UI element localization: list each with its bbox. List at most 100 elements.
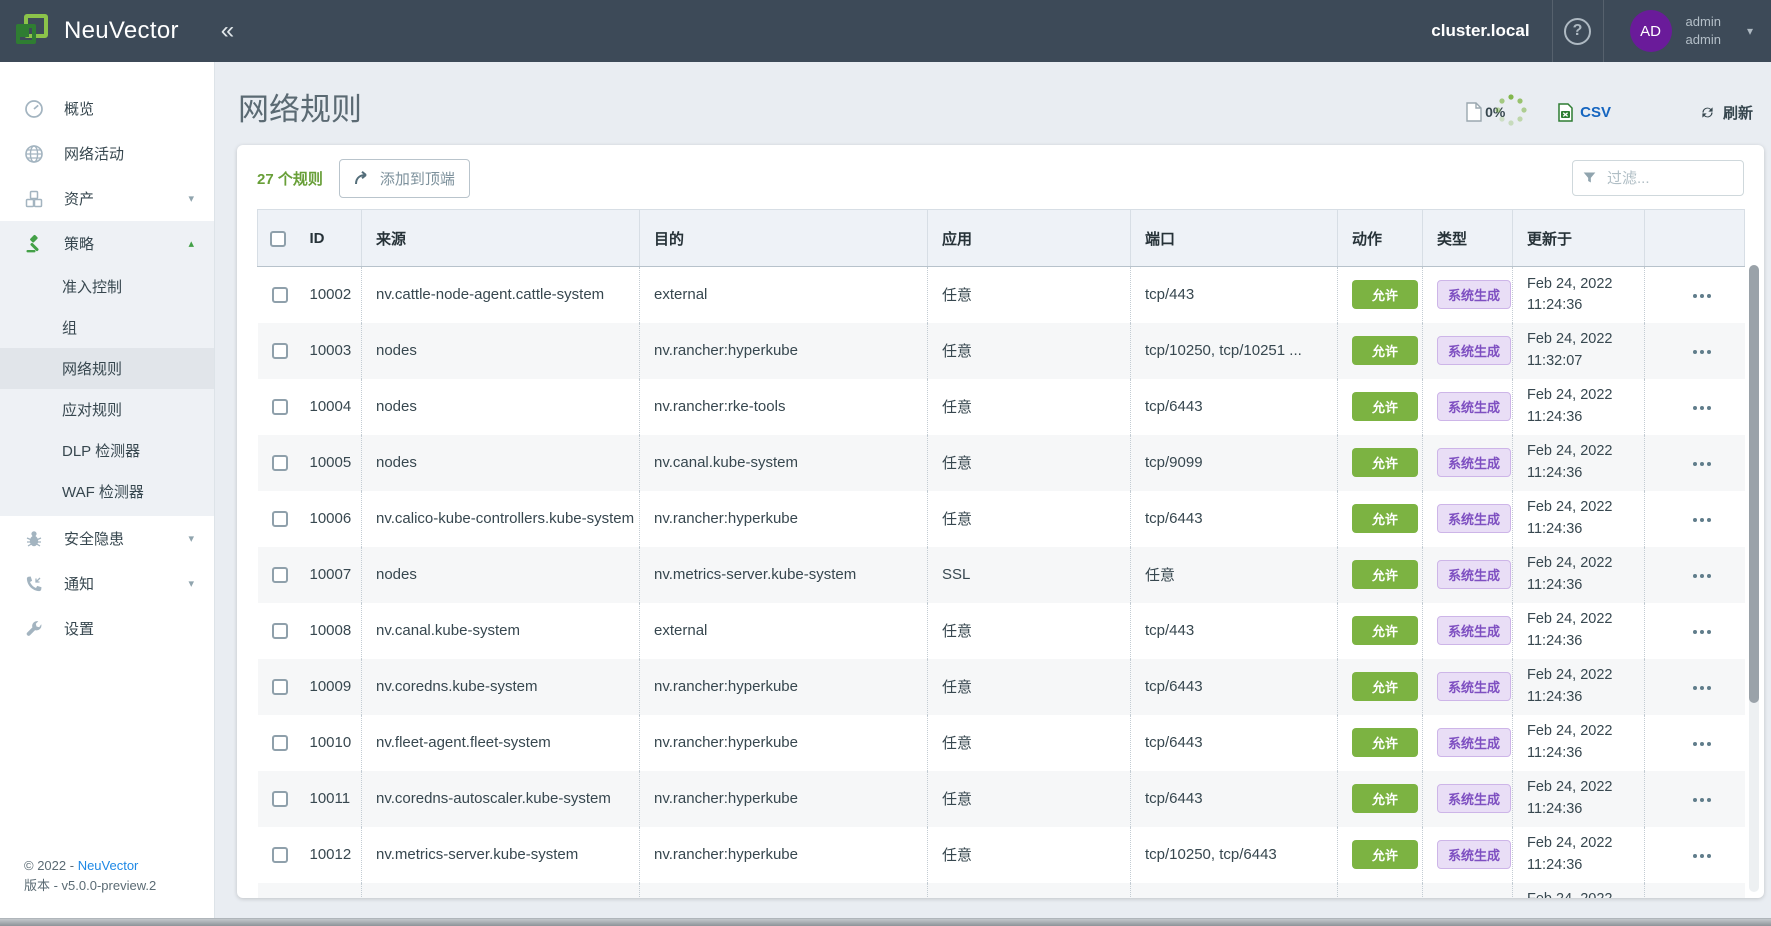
sidebar-item-groups[interactable]: 组	[0, 307, 214, 348]
action-badge: 允许	[1352, 448, 1418, 477]
column-header-destination[interactable]: 目的	[640, 210, 928, 267]
sidebar-item-assets[interactable]: 资产 ▾	[0, 176, 214, 221]
table-row[interactable]: 10012 nv.metrics-server.kube-system nv.r…	[258, 827, 1745, 883]
table-scrollbar[interactable]	[1749, 265, 1759, 892]
row-checkbox[interactable]	[272, 679, 288, 695]
sidebar-item-security-risks[interactable]: 安全隐患 ▾	[0, 516, 214, 561]
table-row[interactable]: 10006 nv.calico-kube-controllers.kube-sy…	[258, 491, 1745, 547]
action-badge: 允许	[1352, 504, 1418, 533]
column-header-id[interactable]: ID	[296, 210, 362, 267]
table-row[interactable]: 10009 nv.coredns.kube-system nv.rancher:…	[258, 659, 1745, 715]
sidebar-item-waf-sensors[interactable]: WAF 检测器	[0, 471, 214, 512]
row-menu-button[interactable]	[1689, 456, 1715, 472]
action-badge: 允许	[1352, 840, 1418, 869]
rule-source	[362, 883, 640, 899]
rule-destination: nv.rancher:rke-tools	[640, 379, 928, 435]
table-row[interactable]: 10004 nodes nv.rancher:rke-tools 任意 tcp/…	[258, 379, 1745, 435]
row-menu-button[interactable]	[1689, 680, 1715, 696]
select-all-checkbox[interactable]	[270, 231, 286, 247]
row-checkbox[interactable]	[272, 399, 288, 415]
sidebar-item-settings[interactable]: 设置	[0, 606, 214, 651]
help-icon[interactable]: ?	[1564, 18, 1591, 45]
row-menu-button[interactable]	[1689, 624, 1715, 640]
row-checkbox[interactable]	[272, 847, 288, 863]
row-menu-button[interactable]	[1689, 792, 1715, 808]
table-row[interactable]: 10003 nodes nv.rancher:hyperkube 任意 tcp/…	[258, 323, 1745, 379]
csv-export-button[interactable]: CSV	[1557, 103, 1611, 122]
row-checkbox[interactable]	[272, 343, 288, 359]
rule-port: tcp/443	[1131, 267, 1338, 323]
sidebar-item-network-rules[interactable]: 网络规则	[0, 348, 214, 389]
pdf-export-button[interactable]: 0%	[1465, 92, 1539, 132]
rule-source: nodes	[362, 547, 640, 603]
brand-name: NeuVector	[64, 17, 179, 45]
rule-source: nv.calico-kube-controllers.kube-system	[362, 491, 640, 547]
avatar[interactable]: AD	[1630, 10, 1672, 52]
row-menu-button[interactable]	[1689, 400, 1715, 416]
table-row[interactable]: Feb 24, 2022	[258, 883, 1745, 899]
type-badge: 系统生成	[1437, 784, 1511, 813]
rule-application: 任意	[928, 771, 1131, 827]
page-title: 网络规则	[238, 84, 362, 129]
type-badge: 系统生成	[1437, 280, 1511, 309]
sidebar-item-overview[interactable]: 概览	[0, 86, 214, 131]
sidebar-item-policy[interactable]: 策略 ▴	[0, 221, 214, 266]
sidebar-item-notifications[interactable]: 通知 ▾	[0, 561, 214, 606]
rule-port: 任意	[1131, 547, 1338, 603]
rule-application: 任意	[928, 323, 1131, 379]
user-name: admin	[1686, 13, 1721, 31]
add-to-top-button[interactable]: 添加到顶端	[339, 159, 470, 198]
rule-id: 10002	[296, 267, 362, 323]
row-checkbox[interactable]	[272, 455, 288, 471]
rule-id: 10011	[296, 771, 362, 827]
sidebar-item-dlp-sensors[interactable]: DLP 检测器	[0, 430, 214, 471]
chevron-down-icon[interactable]: ▾	[1747, 24, 1753, 38]
row-checkbox[interactable]	[272, 623, 288, 639]
wrench-icon	[24, 619, 44, 639]
column-header-application[interactable]: 应用	[928, 210, 1131, 267]
column-header-updated[interactable]: 更新于	[1513, 210, 1645, 267]
table-row[interactable]: 10011 nv.coredns-autoscaler.kube-system …	[258, 771, 1745, 827]
sidebar: 概览 网络活动 资产 ▾ 策略 ▴	[0, 62, 215, 926]
row-checkbox[interactable]	[272, 735, 288, 751]
type-badge: 系统生成	[1437, 504, 1511, 533]
row-checkbox[interactable]	[272, 791, 288, 807]
column-header-port[interactable]: 端口	[1131, 210, 1338, 267]
sidebar-item-network-activity[interactable]: 网络活动	[0, 131, 214, 176]
row-checkbox[interactable]	[272, 287, 288, 303]
policy-section: 策略 ▴ 准入控制 组 网络规则 应对规则 DLP 检测器 WAF 检测器	[0, 221, 214, 516]
row-checkbox[interactable]	[272, 511, 288, 527]
column-header-type[interactable]: 类型	[1423, 210, 1513, 267]
row-checkbox[interactable]	[272, 567, 288, 583]
row-menu-button[interactable]	[1689, 288, 1715, 304]
sidebar-item-response-rules[interactable]: 应对规则	[0, 389, 214, 430]
network-rules-table: ID 来源 目的 应用 端口 动作 类型 更新于 10002 nv.cattle…	[257, 209, 1745, 898]
row-menu-button[interactable]	[1689, 568, 1715, 584]
sidebar-collapse-button[interactable]: «	[221, 19, 234, 43]
filter-input[interactable]	[1572, 160, 1744, 196]
rule-id: 10003	[296, 323, 362, 379]
table-row[interactable]: 10007 nodes nv.metrics-server.kube-syste…	[258, 547, 1745, 603]
scrollbar-thumb[interactable]	[1749, 265, 1759, 703]
user-menu[interactable]: admin admin	[1686, 13, 1721, 49]
sidebar-item-admission-control[interactable]: 准入控制	[0, 266, 214, 307]
column-header-source[interactable]: 来源	[362, 210, 640, 267]
table-row[interactable]: 10008 nv.canal.kube-system external 任意 t…	[258, 603, 1745, 659]
table-row[interactable]: 10010 nv.fleet-agent.fleet-system nv.ran…	[258, 715, 1745, 771]
rule-port: tcp/10250, tcp/10251 ...	[1131, 323, 1338, 379]
row-menu-button[interactable]	[1689, 848, 1715, 864]
row-menu-button[interactable]	[1689, 344, 1715, 360]
version-text: 版本 - v5.0.0-preview.2	[24, 876, 156, 896]
table-row[interactable]: 10002 nv.cattle-node-agent.cattle-system…	[258, 267, 1745, 323]
row-menu-button[interactable]	[1689, 736, 1715, 752]
cluster-name: cluster.local	[1431, 21, 1529, 41]
refresh-button[interactable]: 刷新	[1699, 102, 1753, 123]
table-row[interactable]: 10005 nodes nv.canal.kube-system 任意 tcp/…	[258, 435, 1745, 491]
row-menu-button[interactable]	[1689, 512, 1715, 528]
rule-id: 10012	[296, 827, 362, 883]
rule-id: 10007	[296, 547, 362, 603]
neuvector-link[interactable]: NeuVector	[78, 858, 139, 873]
column-header-action[interactable]: 动作	[1338, 210, 1423, 267]
type-badge: 系统生成	[1437, 728, 1511, 757]
action-badge: 允许	[1352, 616, 1418, 645]
